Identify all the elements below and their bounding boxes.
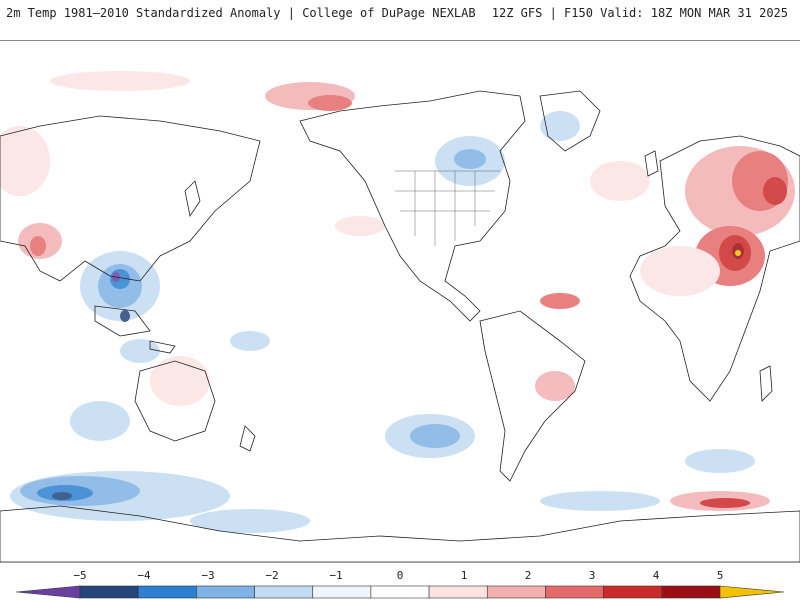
colorbar-segment bbox=[428, 585, 488, 599]
colorbar-scale bbox=[15, 585, 785, 599]
map-canvas bbox=[0, 41, 800, 562]
anomaly-map bbox=[0, 41, 800, 563]
colorbar-segment bbox=[661, 585, 721, 599]
colorbar-segments bbox=[15, 585, 785, 599]
colorbar-segment bbox=[486, 585, 546, 599]
colorbar-tick-label: −2 bbox=[265, 569, 279, 582]
map-title: 2m Temp 1981–2010 Standardized Anomaly |… bbox=[6, 6, 476, 20]
colorbar-segment bbox=[196, 585, 255, 599]
colorbar-cap-high bbox=[719, 585, 785, 599]
colorbar-segment bbox=[312, 585, 372, 599]
colorbar-tick-label: −5 bbox=[73, 569, 87, 582]
coastlines bbox=[0, 90, 800, 562]
colorbar-segment bbox=[254, 585, 314, 599]
colorbar-tick-label: 3 bbox=[588, 569, 596, 582]
colorbar-tick-label: 1 bbox=[460, 569, 468, 582]
colorbar-tick-label: 5 bbox=[716, 569, 724, 582]
colorbar-tick-label: −1 bbox=[329, 569, 343, 582]
colorbar-segment bbox=[545, 585, 604, 599]
model-run-info: 12Z GFS | F150 Valid: 18Z MON MAR 31 202… bbox=[491, 6, 788, 20]
colorbar-segment bbox=[137, 585, 197, 599]
colorbar-tick-label: 2 bbox=[524, 569, 532, 582]
colorbar: −5 −4 −3 −2 −1 0 1 2 3 4 5 bbox=[0, 563, 800, 600]
political-borders bbox=[395, 170, 500, 246]
header-bar: 2m Temp 1981–2010 Standardized Anomaly |… bbox=[0, 0, 800, 41]
colorbar-segment bbox=[79, 585, 139, 599]
colorbar-cap-low bbox=[15, 585, 81, 599]
colorbar-segment bbox=[603, 585, 663, 599]
colorbar-tick-label: 0 bbox=[396, 569, 404, 582]
colorbar-tick-label: −4 bbox=[137, 569, 151, 582]
colorbar-segment bbox=[370, 585, 430, 599]
warm-anomaly-layer bbox=[0, 71, 795, 511]
colorbar-tick-label: 4 bbox=[652, 569, 660, 582]
colorbar-tick-label: −3 bbox=[201, 569, 215, 582]
